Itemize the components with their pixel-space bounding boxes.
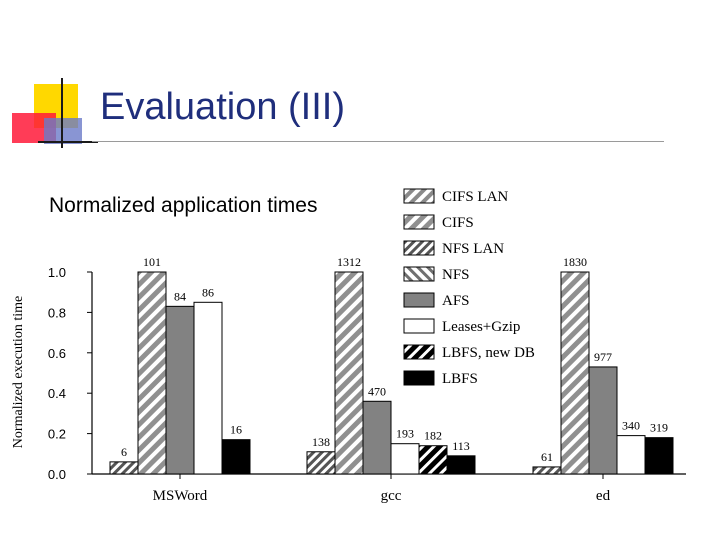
bar-afs-msword [165,305,195,475]
y-tick-label: 0.0 [48,467,66,482]
legend-label: LBFS [442,371,478,387]
bar-nfs-lan-msword [109,461,139,475]
bar-leases-gzip-msword [193,301,223,475]
x-tick-label: gcc [381,488,402,504]
bar-value-label: 6 [121,445,127,459]
legend-swatch [403,292,435,308]
legend-swatch [403,240,435,256]
y-tick-label: 1.0 [48,265,66,280]
bar-leases-gzip-ed [616,435,646,475]
y-axis-label: Normalized execution time [11,296,26,448]
bar-cifs-gcc [334,271,364,475]
decorative-horizontal-line [38,141,98,143]
legend-label: Leases+Gzip [442,319,520,335]
decorative-vertical-line [61,78,63,148]
legend-label: NFS LAN [442,241,504,257]
bar-value-label: 84 [174,289,186,303]
bar-value-label: 138 [312,435,330,449]
bar-value-label: 1830 [563,255,587,269]
y-tick-label: 0.6 [48,346,66,361]
y-tick-label: 0.8 [48,305,66,320]
bar-lbfs-ed [644,437,674,475]
bar-value-label: 101 [143,255,161,269]
legend-swatch [403,344,435,360]
bar-lbfs-msword [221,439,251,475]
bar-afs-gcc [362,400,392,475]
bar-cifs-msword [137,271,167,475]
bar-afs-ed [588,366,618,475]
legend-swatch [403,370,435,386]
bar-value-label: 86 [202,285,214,299]
legend-swatch [403,214,435,230]
x-tick-label: MSWord [153,488,208,504]
y-tick-label: 0.2 [48,427,66,442]
bar-leases-gzip-gcc [390,443,420,475]
bar-lbfs-new-db-gcc [418,445,448,475]
legend-swatch [403,318,435,334]
y-tick-label: 0.4 [48,386,66,401]
bar-value-label: 1312 [337,255,361,269]
bar-value-label: 319 [650,421,668,435]
bar-lbfs-gcc [446,455,476,475]
legend-label: CIFS [442,215,474,231]
bar-value-label: 113 [452,439,470,453]
bar-value-label: 182 [424,429,442,443]
legend-label: NFS [442,267,470,283]
bar-nfs-lan-gcc [306,451,336,475]
slide-subtitle: Normalized application times [49,194,318,217]
slide-title: Evaluation (III) [100,86,345,128]
legend-label: LBFS, new DB [442,345,535,361]
legend-label: AFS [442,293,470,309]
bar-value-label: 61 [541,450,553,464]
decorative-blue-square [44,118,82,144]
legend: CIFS LAN CIFS NFS LAN NFS AFS Leases+Gzip LBFS… [403,188,535,387]
x-tick-label: ed [596,488,611,504]
legend-label: CIFS LAN [442,189,508,205]
bar-value-label: 193 [396,427,414,441]
bar-value-label: 470 [368,384,386,398]
legend-swatch [403,188,435,204]
bar-nfs-lan-ed [532,466,562,475]
title-underline [92,141,664,142]
bar-value-label: 977 [594,350,612,364]
legend-swatch [403,266,435,282]
bar-value-label: 340 [622,419,640,433]
bar-cifs-ed [560,271,590,475]
bar-value-label: 16 [230,423,242,437]
